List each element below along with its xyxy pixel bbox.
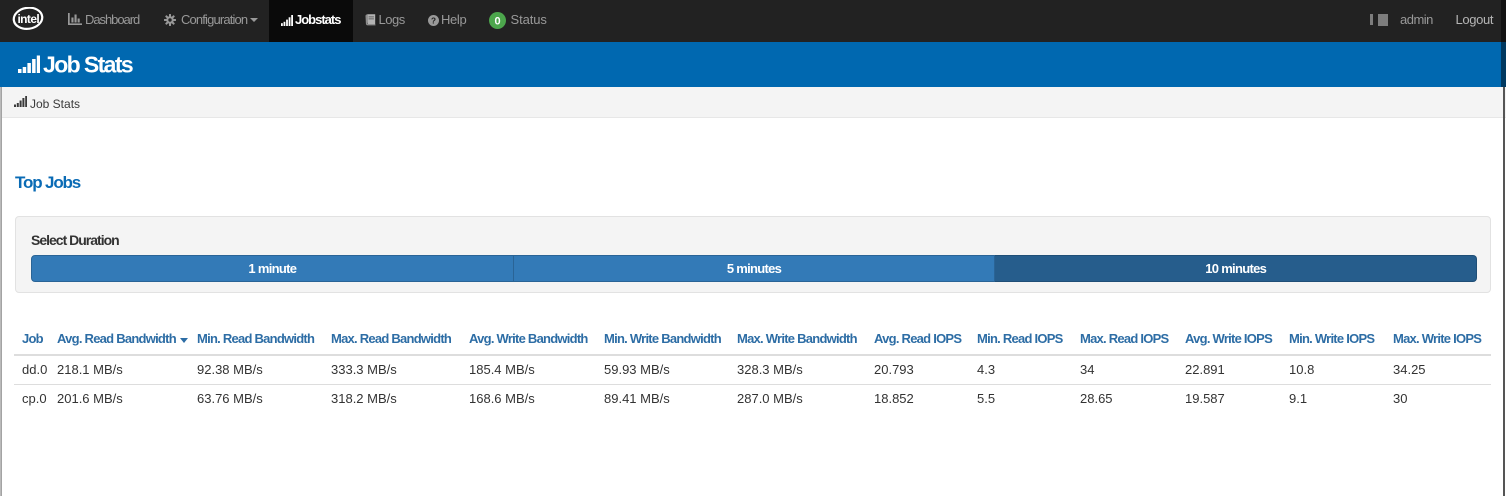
svg-text:intel: intel — [17, 12, 39, 26]
svg-text:?: ? — [431, 16, 436, 25]
svg-text:0: 0 — [494, 16, 500, 28]
